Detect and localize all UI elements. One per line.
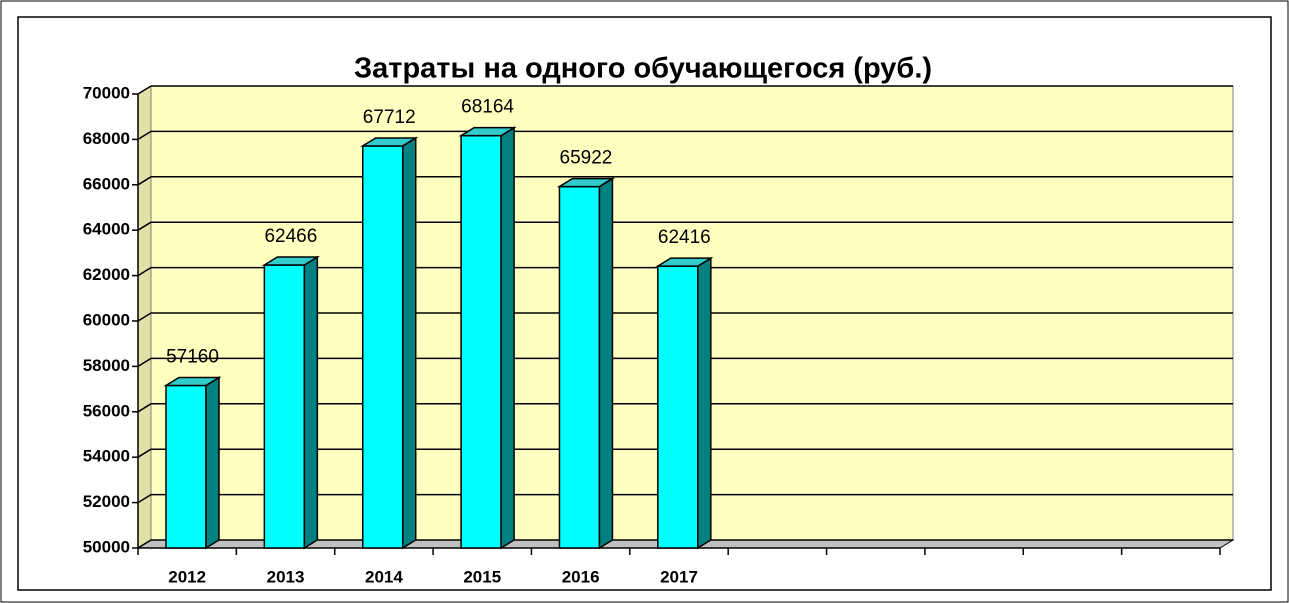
y-tick-label: 66000 [83,174,130,193]
y-tick-label: 62000 [83,265,130,284]
grid-line-side [137,266,152,277]
grid-line-side [137,312,152,322]
bar [460,134,502,549]
grid-line-side [137,403,152,413]
x-tick-label: 2014 [365,567,403,586]
y-tick-label: 50000 [83,537,130,556]
y-tick-label: 60000 [83,310,130,329]
bar-top [458,126,517,137]
grid-line-side [137,539,152,549]
value-label: 68164 [461,97,514,118]
x-tick-label: 2013 [267,567,305,586]
x-tick-label: 2016 [562,567,600,586]
bar-side [697,256,712,550]
x-tick-label: 2017 [660,567,698,586]
bar [263,264,306,549]
grid-line-side [137,448,152,458]
grid-line-side [137,357,152,368]
grid-line-side [137,176,152,186]
bar [657,265,699,549]
bar-side [500,126,515,550]
bar [165,384,207,549]
grid-line-side [137,130,152,141]
bar-side [205,376,220,550]
y-tick-label: 58000 [83,356,130,375]
bar-top [556,177,616,188]
bar-top [163,376,222,387]
y-tick-label: 56000 [83,401,130,420]
y-tick-label: 70000 [83,83,130,102]
y-tick-label: 64000 [83,220,130,239]
value-label: 62416 [658,227,711,248]
chart-title: Затраты на одного обучающегося (руб.) [354,53,932,85]
grid-line-side [137,221,152,231]
value-label: 67712 [363,107,416,128]
y-tick-label: 54000 [83,447,130,466]
bar-side [598,177,614,550]
bar [361,145,404,549]
x-tick-label: 2012 [168,567,206,586]
value-label: 57160 [166,346,219,367]
bar-side [303,255,319,550]
bar-top [655,257,714,267]
grid-line-side [137,85,152,95]
value-label: 62466 [264,226,317,247]
y-tick-label: 68000 [83,129,130,148]
bar-top [261,256,321,266]
value-label: 65922 [560,148,613,169]
bar-side [401,136,417,550]
x-tick-label: 2015 [463,567,501,586]
y-tick-label: 52000 [83,492,130,511]
grid-line-side [137,493,152,504]
bar-top [360,137,419,147]
bar [558,185,601,549]
